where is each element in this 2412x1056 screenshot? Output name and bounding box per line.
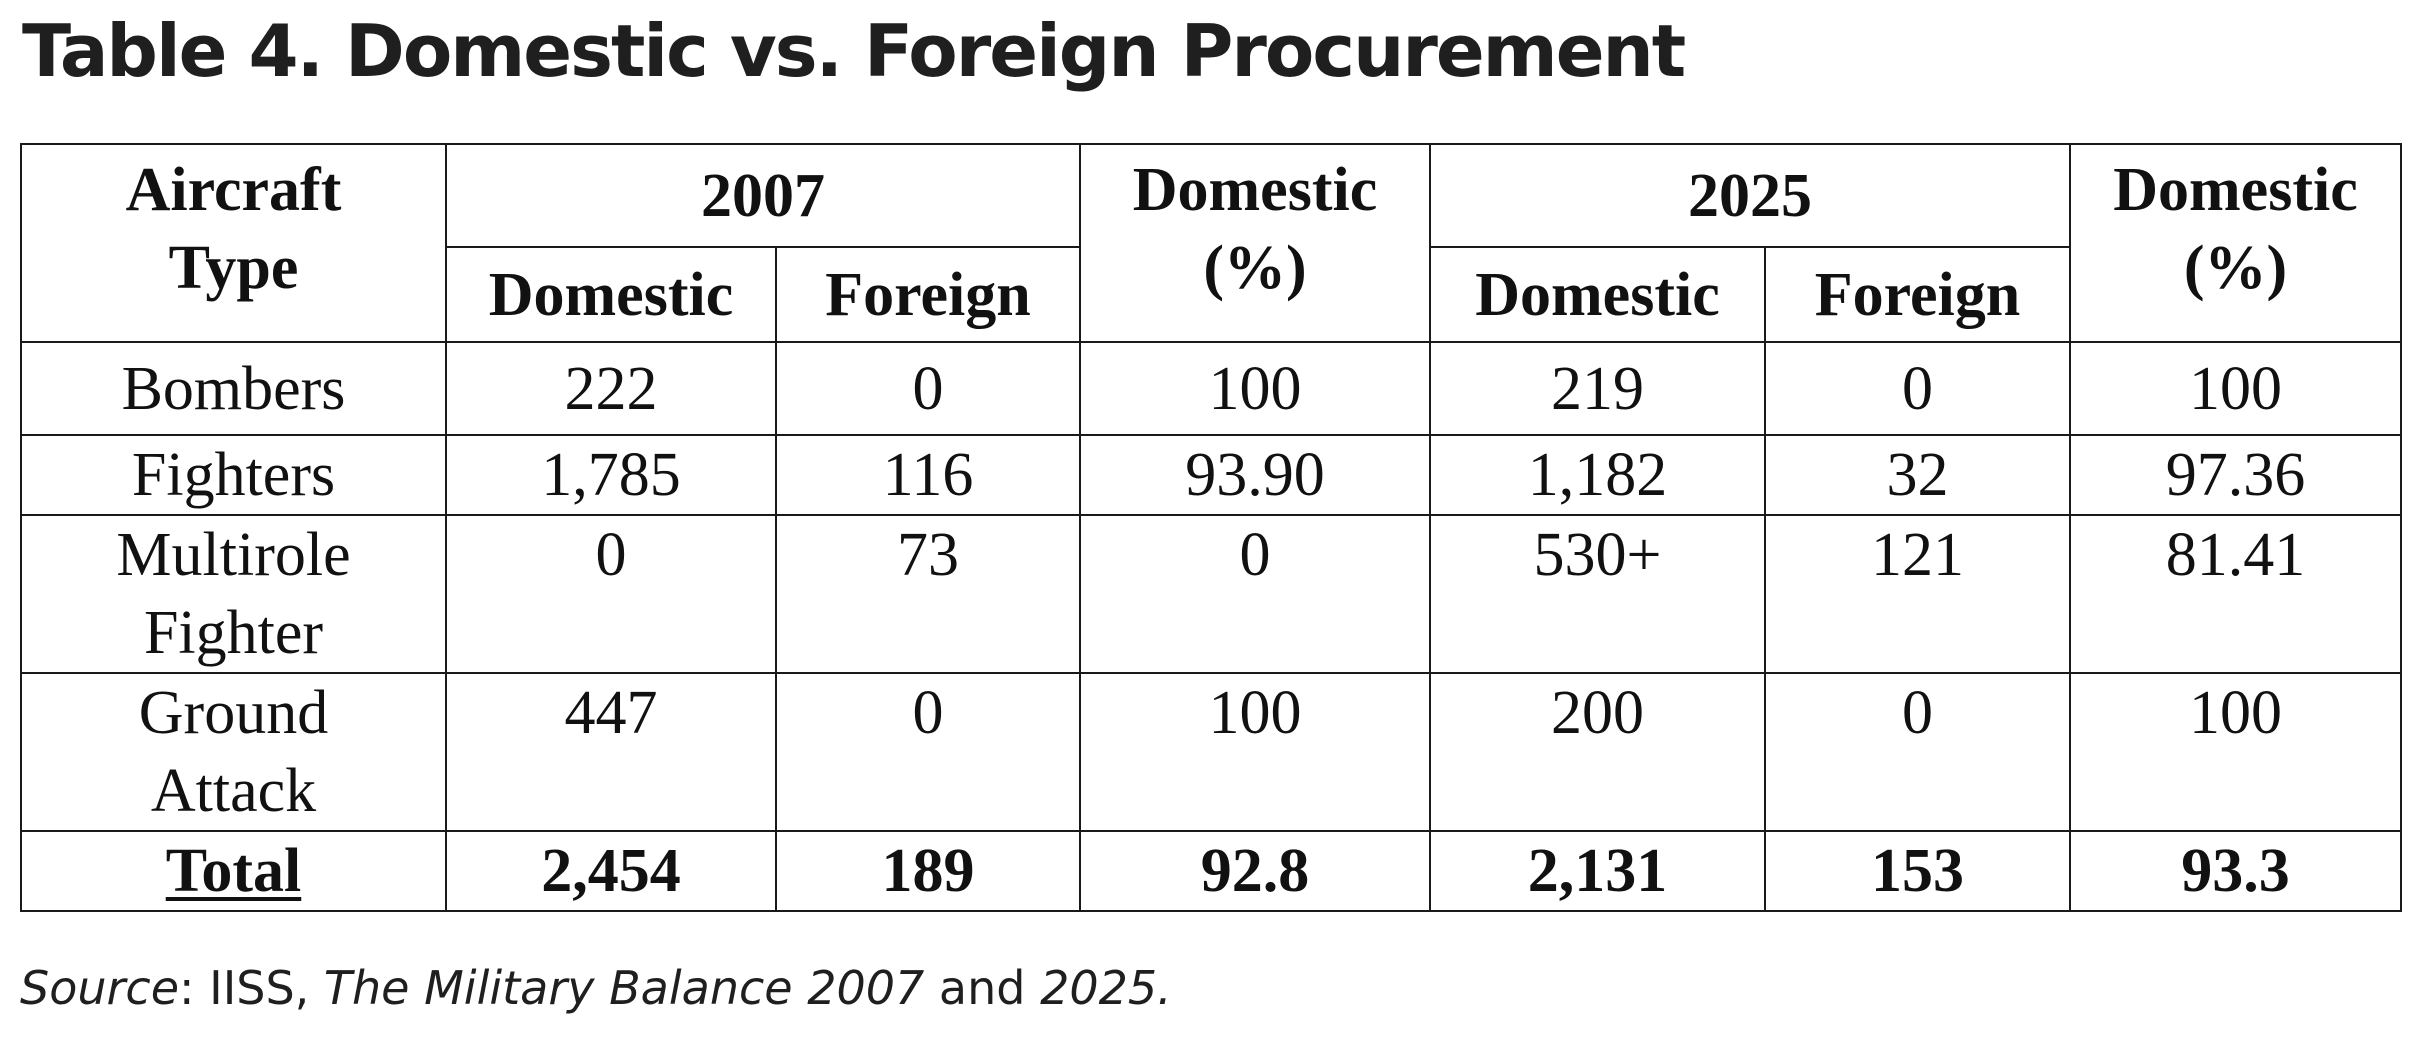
row-label-total: Total xyxy=(20,830,447,912)
header-pct-line2: (%) xyxy=(2183,234,2288,302)
cell-foreign-2007: 0 xyxy=(775,672,1081,832)
cell-pct-2007: 100 xyxy=(1079,672,1431,832)
table-row-total: Total 2,454 189 92.8 2,131 153 93.3 xyxy=(20,830,2402,912)
cell-pct-2025: 100 xyxy=(2069,341,2402,436)
header-aircraft-type: Aircraft Type xyxy=(20,143,447,343)
cell-domestic-2025: 2,131 xyxy=(1429,830,1766,912)
cell-foreign-2007: 73 xyxy=(775,514,1081,674)
row-label: Fighters xyxy=(20,434,447,516)
cell-domestic-2025: 1,182 xyxy=(1429,434,1766,516)
header-foreign-2025: Foreign xyxy=(1764,246,2071,343)
header-domestic-2007: Domestic xyxy=(445,246,777,343)
cell-domestic-2007: 1,785 xyxy=(445,434,777,516)
cell-pct-2007: 100 xyxy=(1079,341,1431,436)
header-pct-line2: (%) xyxy=(1203,234,1307,302)
cell-pct-2007: 92.8 xyxy=(1079,830,1431,912)
table-row-ground-attack: Ground Attack 447 0 100 200 0 100 xyxy=(20,672,2402,832)
cell-pct-2007: 93.90 xyxy=(1079,434,1431,516)
row-label-line2: Attack xyxy=(150,757,317,825)
header-row-top: Aircraft Type 2007 Domestic (%) 2025 Dom… xyxy=(20,143,2402,343)
table-row-fighters: Fighters 1,785 116 93.90 1,182 32 97.36 xyxy=(20,434,2402,516)
row-label-line1: Multirole xyxy=(116,521,351,589)
cell-pct-2025: 93.3 xyxy=(2069,830,2402,912)
cell-domestic-2025: 200 xyxy=(1429,672,1766,832)
header-domestic-pct-2025: Domestic (%) xyxy=(2069,143,2402,343)
cell-foreign-2025: 153 xyxy=(1764,830,2071,912)
header-domestic-pct-2007: Domestic (%) xyxy=(1079,143,1431,343)
row-label: Multirole Fighter xyxy=(20,514,447,674)
source-year: 2025. xyxy=(1040,961,1172,1015)
table-row-bombers: Bombers 222 0 100 219 0 100 xyxy=(20,341,2402,436)
table-row-multirole-fighter: Multirole Fighter 0 73 0 530+ 121 81.41 xyxy=(20,514,2402,674)
source-note: Source: IISS, The Military Balance 2007 … xyxy=(20,955,1172,1021)
row-label-line2: Fighter xyxy=(143,599,324,667)
row-label: Bombers xyxy=(20,341,447,436)
source-sep: : IISS, xyxy=(179,961,324,1015)
cell-domestic-2007: 2,454 xyxy=(445,830,777,912)
source-publication: The Military Balance 2007 xyxy=(323,961,925,1015)
header-domestic-2025: Domestic xyxy=(1429,246,1766,343)
cell-foreign-2025: 32 xyxy=(1764,434,2071,516)
total-label: Total xyxy=(165,837,302,905)
header-year-2007: 2007 xyxy=(445,143,1081,248)
cell-foreign-2025: 121 xyxy=(1764,514,2071,674)
header-aircraft-type-line2: Type xyxy=(168,234,299,302)
header-pct-line1: Domestic xyxy=(2113,156,2358,224)
header-year-2025: 2025 xyxy=(1429,143,2071,248)
cell-foreign-2007: 0 xyxy=(775,341,1081,436)
cell-pct-2025: 81.41 xyxy=(2069,514,2402,674)
header-foreign-2007: Foreign xyxy=(775,246,1081,343)
cell-domestic-2025: 219 xyxy=(1429,341,1766,436)
cell-domestic-2007: 222 xyxy=(445,341,777,436)
cell-pct-2025: 100 xyxy=(2069,672,2402,832)
cell-foreign-2025: 0 xyxy=(1764,672,2071,832)
cell-domestic-2007: 447 xyxy=(445,672,777,832)
row-label: Ground Attack xyxy=(20,672,447,832)
cell-foreign-2007: 189 xyxy=(775,830,1081,912)
row-label-line1: Ground xyxy=(138,679,329,747)
header-pct-line1: Domestic xyxy=(1132,156,1378,224)
source-prefix: Source xyxy=(20,961,180,1015)
cell-domestic-2007: 0 xyxy=(445,514,777,674)
cell-foreign-2025: 0 xyxy=(1764,341,2071,436)
cell-foreign-2007: 116 xyxy=(775,434,1081,516)
header-row-sub: Domestic Foreign Domestic Foreign xyxy=(21,246,2401,343)
cell-pct-2025: 97.36 xyxy=(2069,434,2402,516)
header-aircraft-type-line1: Aircraft xyxy=(125,156,342,224)
source-and: and xyxy=(924,961,1041,1015)
procurement-table: Aircraft Type 2007 Domestic (%) 2025 Dom… xyxy=(20,143,2402,912)
cell-pct-2007: 0 xyxy=(1079,514,1431,674)
table-title: Table 4. Domestic vs. Foreign Procuremen… xyxy=(22,9,1686,93)
cell-domestic-2025: 530+ xyxy=(1429,514,1766,674)
